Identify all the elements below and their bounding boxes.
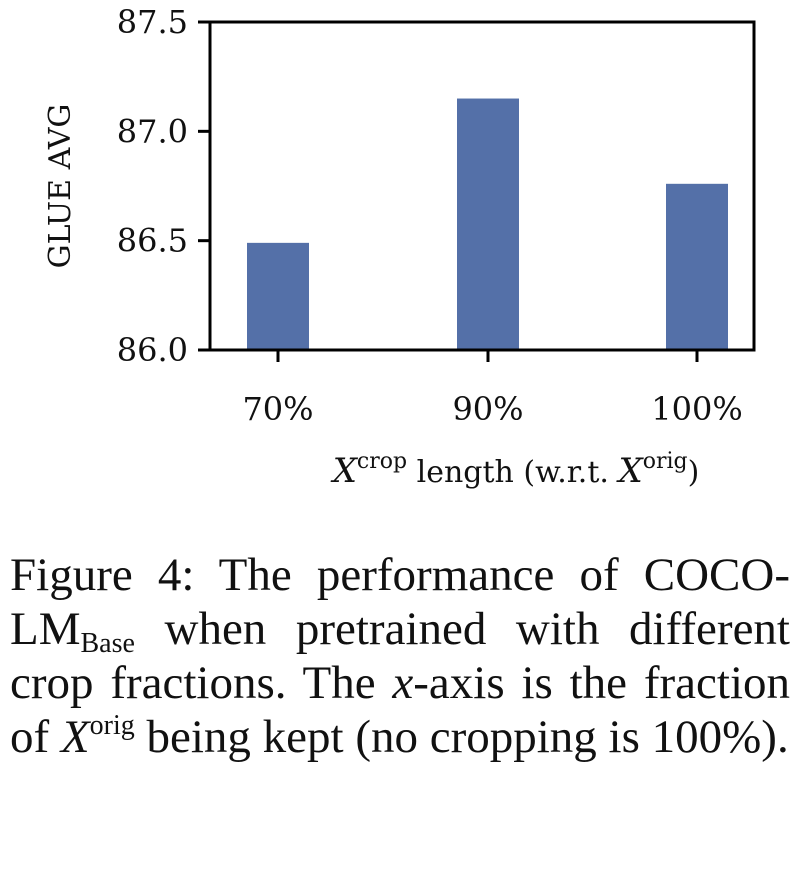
x-tick-label: 100% xyxy=(651,390,742,428)
bar-90pct xyxy=(457,98,519,351)
x-tick-label: 70% xyxy=(242,390,313,428)
bars xyxy=(247,98,728,351)
x-axis-ticks: 70% 90% 100% xyxy=(242,350,743,428)
bar-100pct xyxy=(666,183,728,350)
x-axis-label: Xcrop length (w.r.t. Xorig) xyxy=(330,449,700,491)
y-tick-label: 86.0 xyxy=(117,331,188,369)
plot-frame xyxy=(208,20,756,352)
y-axis-label: GLUE AVG xyxy=(43,104,78,269)
bar-chart: 86.0 86.5 87.0 87.5 70% 90% 100% GLUE AVG Xcr… xyxy=(43,3,756,491)
bar-70pct xyxy=(247,242,309,350)
figure-caption: Figure 4: The performance of COCO-LMBase… xyxy=(10,549,790,763)
y-tick-label: 86.5 xyxy=(117,222,188,260)
x-tick-label: 90% xyxy=(452,390,523,428)
y-tick-label: 87.0 xyxy=(117,112,188,150)
y-tick-label: 87.5 xyxy=(117,3,188,41)
y-axis-ticks: 86.0 86.5 87.0 87.5 xyxy=(117,3,210,369)
